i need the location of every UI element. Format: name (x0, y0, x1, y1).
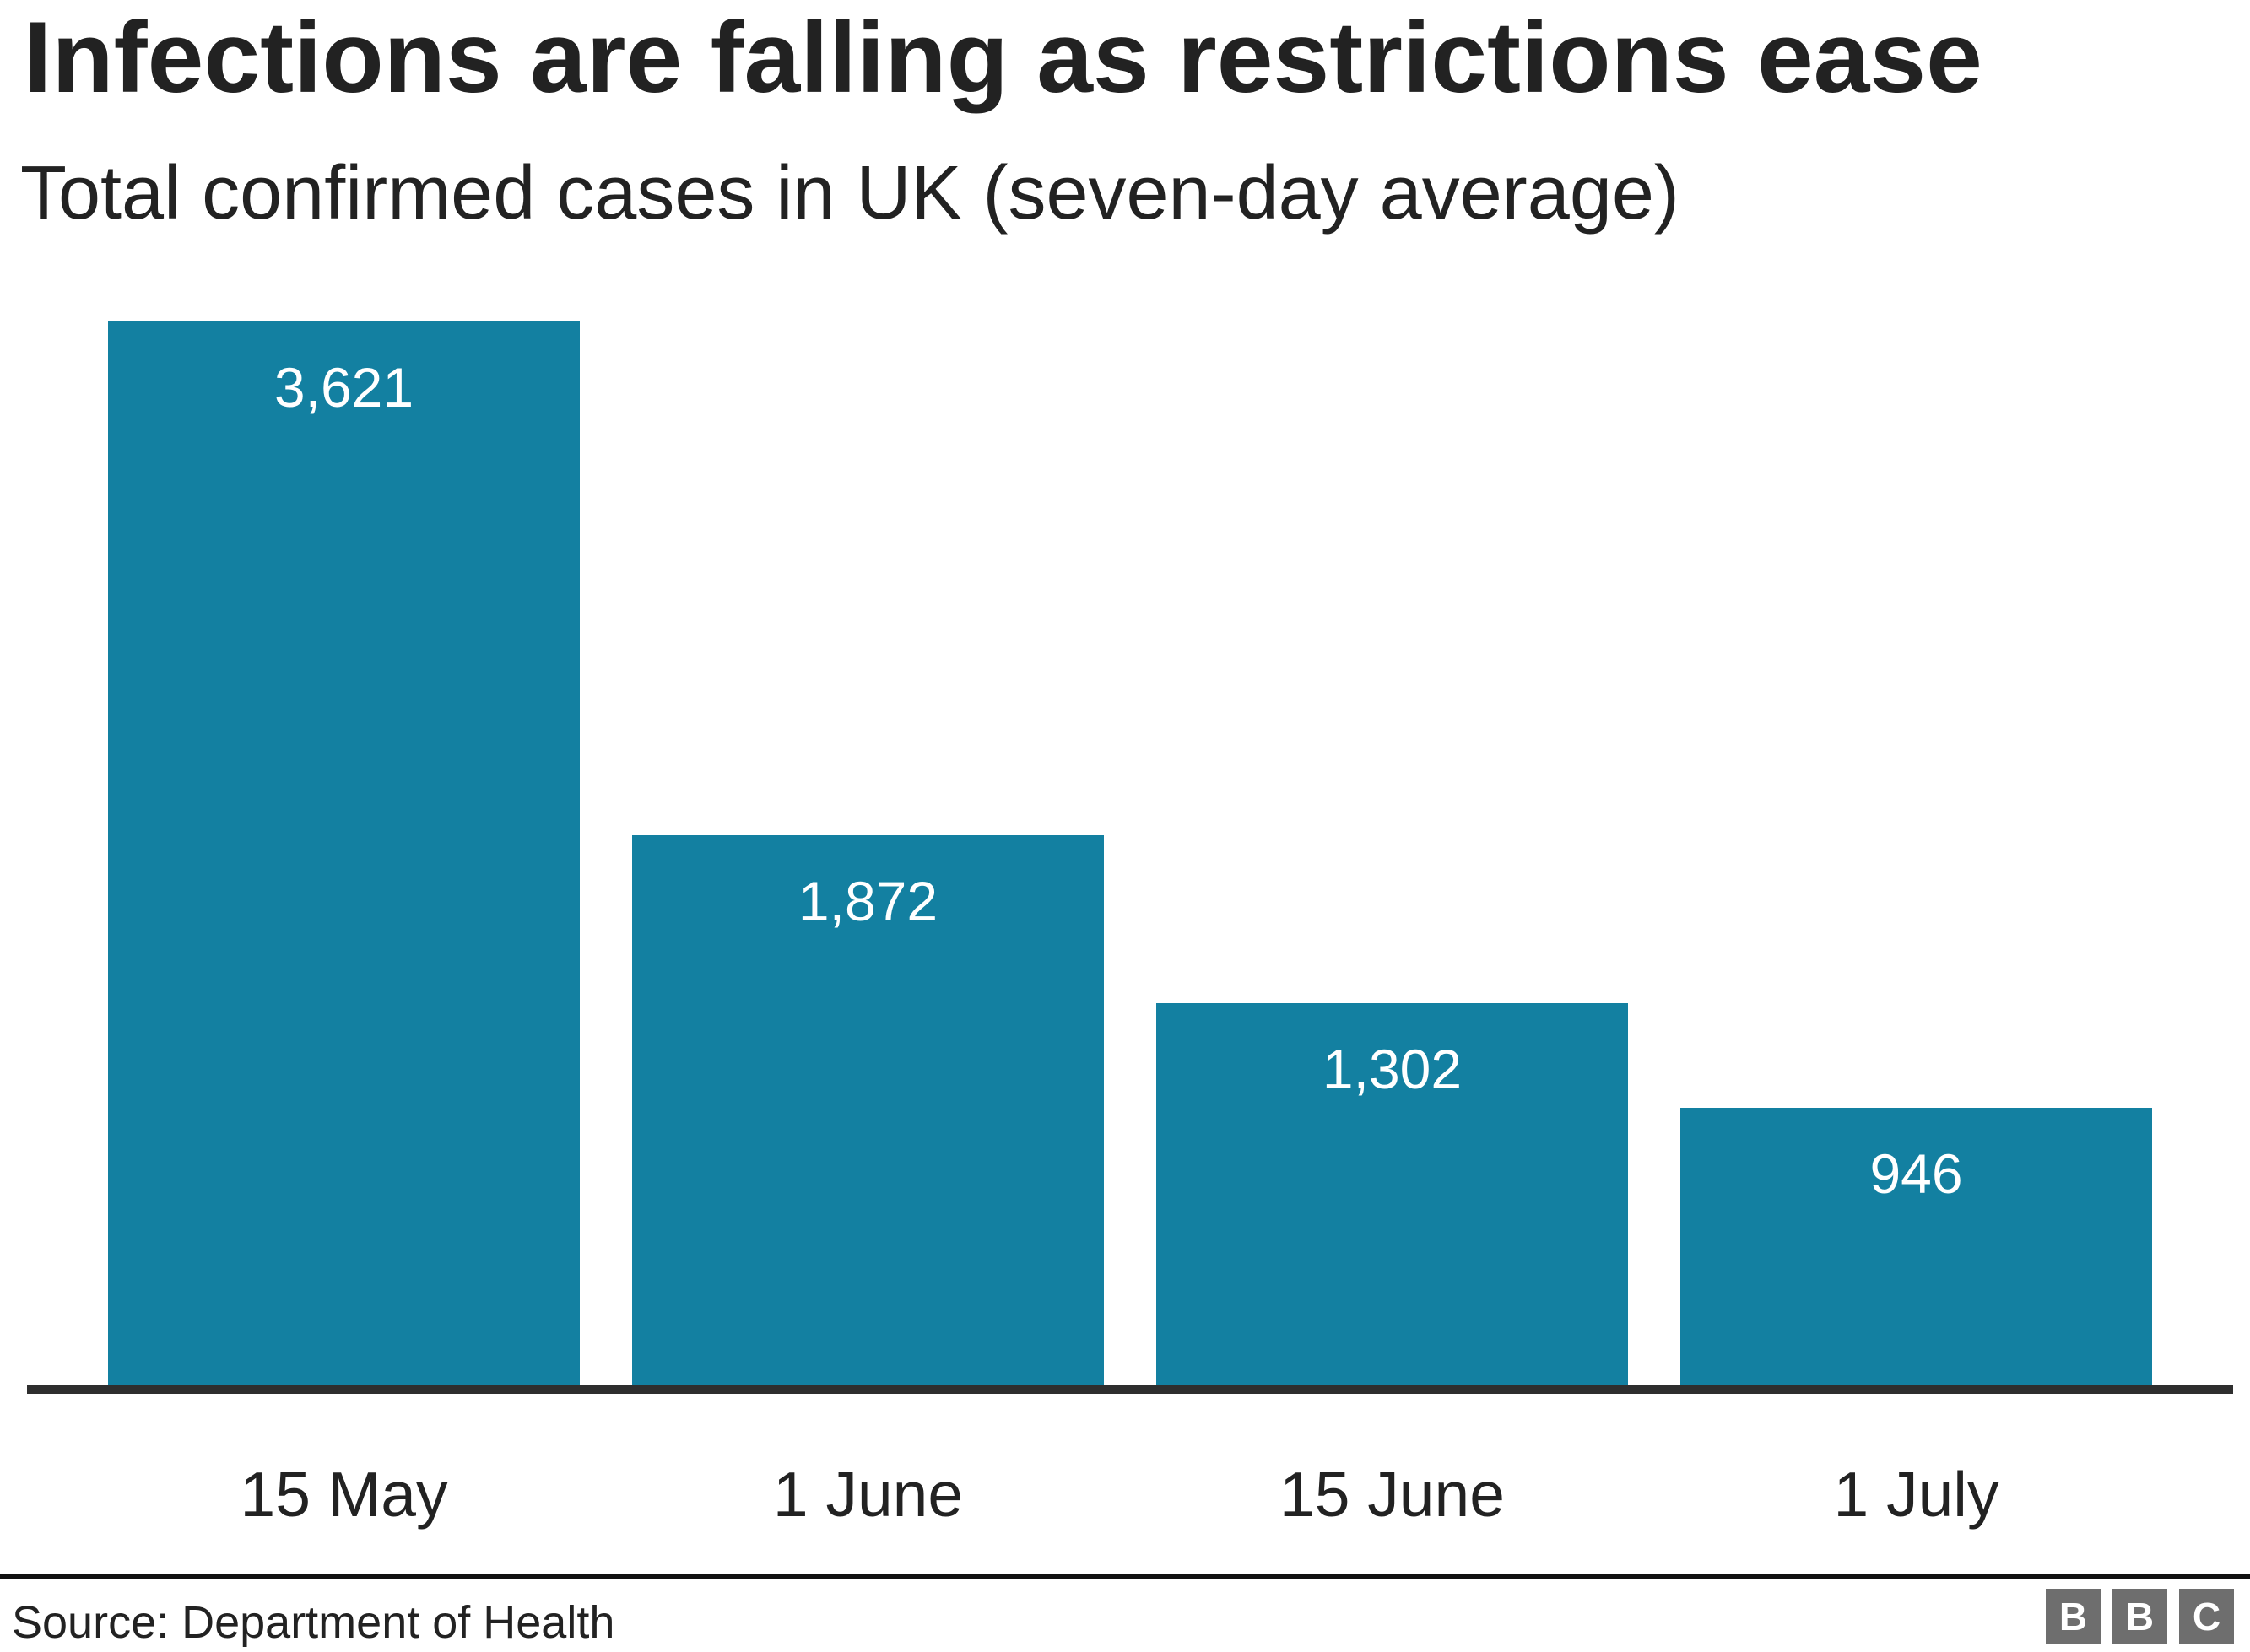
chart-title: Infections are falling as restrictions e… (24, 1, 1982, 114)
bar-1-july: 946 (1680, 1108, 2152, 1385)
bbc-logo-block-b1: B (2046, 1589, 2101, 1644)
x-tick-15-june: 15 June (1279, 1459, 1505, 1530)
bar-value-label: 946 (1869, 1142, 1963, 1205)
bar-15-june: 1,302 (1156, 1003, 1628, 1385)
bar-value-label: 1,302 (1322, 1038, 1463, 1100)
x-tick-1-june: 1 June (772, 1459, 964, 1530)
x-tick-15-may: 15 May (240, 1459, 448, 1530)
source-attribution: Source: Department of Health (12, 1597, 615, 1648)
bar-15-may: 3,621 (108, 321, 580, 1385)
footer-divider-line (0, 1574, 2250, 1579)
bar-1-june: 1,872 (632, 835, 1104, 1385)
bbc-logo-block-c: C (2179, 1589, 2234, 1644)
bar-value-label: 3,621 (273, 356, 414, 418)
bbc-logo-block-b2: B (2112, 1589, 2167, 1644)
x-axis-line (27, 1385, 2233, 1394)
chart-subtitle: Total confirmed cases in UK (seven-day a… (20, 151, 1679, 235)
bar-value-label: 1,872 (798, 870, 938, 932)
x-tick-1-july: 1 July (1833, 1459, 1999, 1530)
bbc-logo: B B C (2046, 1589, 2234, 1644)
